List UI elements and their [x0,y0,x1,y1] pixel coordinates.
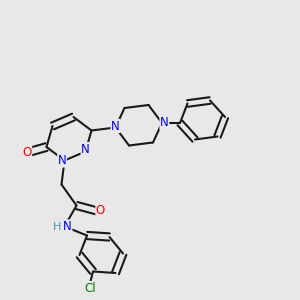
Text: N: N [63,220,72,233]
Text: H: H [53,221,61,232]
Text: N: N [81,142,90,156]
Text: N: N [111,119,120,133]
Text: O: O [96,203,105,217]
Text: N: N [160,116,169,130]
Text: N: N [58,154,67,167]
Text: O: O [22,146,32,160]
Text: Cl: Cl [84,281,96,295]
